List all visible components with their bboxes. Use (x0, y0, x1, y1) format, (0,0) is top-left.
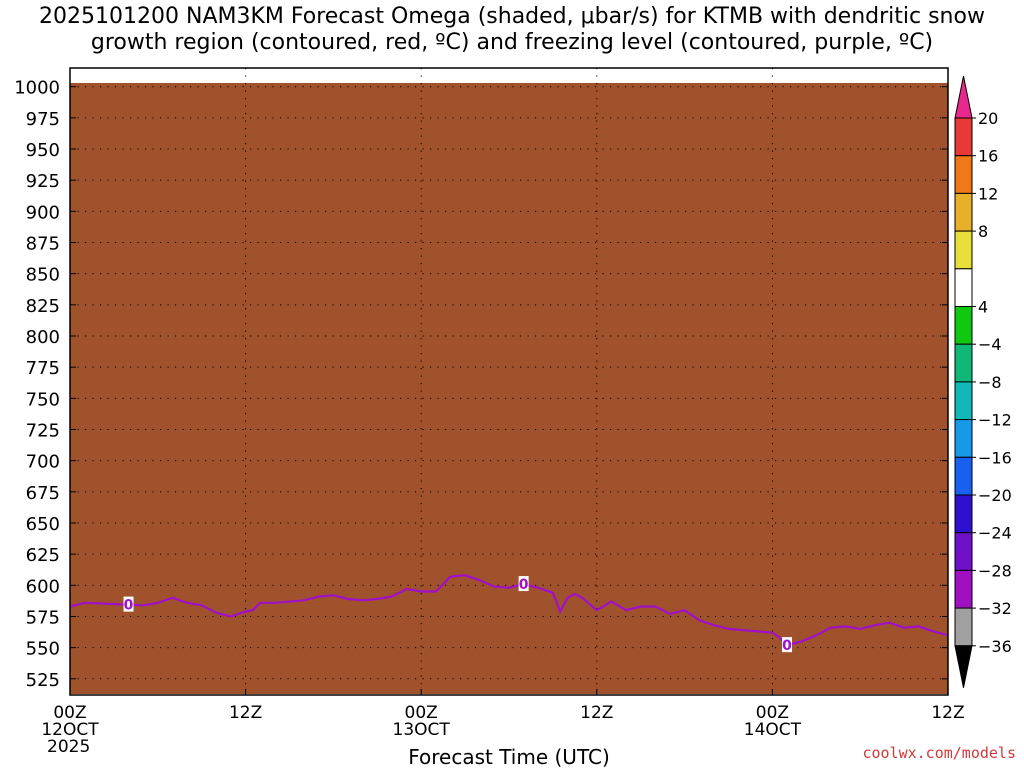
y-tick-label-850: 850 (26, 265, 60, 286)
x-tick-label-h24-1: 13OCT (393, 720, 451, 740)
terrain-layer (70, 82, 948, 694)
x-tick-label-h12-0: 12Z (229, 703, 262, 723)
colorbar-label-4: 4 (978, 298, 988, 317)
chart-title: 2025101200 NAM3KM Forecast Omega (shaded… (0, 4, 1024, 56)
x-tick-label-h36-0: 12Z (580, 703, 613, 723)
colorbar-segment-9 (954, 456, 973, 496)
y-tick-label-700: 700 (26, 452, 60, 473)
colorbar-segment-6 (954, 343, 973, 383)
freezing-level-label-0: 0 (124, 598, 134, 614)
x-axis-title: Forecast Time (UTC) (408, 745, 610, 768)
colorbar: 20 16 12 8 4 −4 −8 −12 −16 −20 −24 −28 −32 −36 (954, 75, 1012, 688)
y-tick-label-1000: 1000 (14, 78, 60, 99)
colorbar-label-12: −32 (978, 599, 1012, 618)
colorbar-label-0: 20 (978, 109, 998, 128)
colorbar-label-13: −36 (978, 637, 1012, 656)
colorbar-segment-3 (954, 230, 973, 270)
x-tick-label-h48-1: 14OCT (744, 720, 802, 740)
y-tick-label-575: 575 (26, 607, 60, 628)
colorbar-label-3: 8 (978, 222, 988, 241)
y-tick-label-650: 650 (26, 514, 60, 535)
chart-title-line-1: 2025101200 NAM3KM Forecast Omega (shaded… (39, 4, 985, 29)
freezing-level-label-2: 0 (782, 638, 792, 654)
x-tick-label-h0-0: 00Z (53, 703, 86, 723)
colorbar-label-2: 12 (978, 184, 998, 203)
colorbar-label-5: −4 (978, 335, 1002, 354)
colorbar-segment-11 (954, 532, 973, 571)
freezing-label-bg-1 (518, 576, 529, 592)
x-tick-label-h24-0: 00Z (405, 703, 438, 723)
x-tick-label-h0-1: 12OCT (41, 720, 99, 740)
colorbar-label-8: −16 (978, 448, 1012, 467)
colorbar-top-arrow (954, 75, 973, 119)
colorbar-label-9: −20 (978, 486, 1012, 505)
freezing-level-layer: 0 0 0 (70, 574, 948, 654)
colorbar-label-7: −12 (978, 411, 1012, 430)
y-tick-label-600: 600 (26, 576, 60, 597)
colorbar-segment-8 (954, 419, 973, 458)
y-tick-label-925: 925 (26, 171, 60, 192)
freezing-level-line (70, 574, 948, 647)
y-tick-label-950: 950 (26, 140, 60, 161)
y-tick-label-725: 725 (26, 420, 60, 441)
y-axis-labels: 525 550 575 600 625 650 675 700 725 750 775 800 825 8… (14, 78, 60, 691)
y-tick-label-750: 750 (26, 389, 60, 410)
y-tick-label-525: 525 (26, 670, 60, 691)
y-tick-label-550: 550 (26, 639, 60, 660)
y-tick-label-625: 625 (26, 545, 60, 566)
x-tick-label-h0-2: 2025 (47, 737, 90, 757)
colorbar-segment-12 (954, 569, 973, 609)
colorbar-label-11: −28 (978, 561, 1012, 580)
y-tick-label-900: 900 (26, 202, 60, 223)
y-tick-label-800: 800 (26, 327, 60, 348)
colorbar-segment-1 (954, 155, 973, 194)
x-tick-label-h60-0: 12Z (931, 703, 964, 723)
colorbar-label-10: −24 (978, 524, 1012, 543)
chart-title-line-2: growth region (contoured, red, ºC) and f… (90, 30, 934, 55)
x-tick-label-h48-0: 00Z (756, 703, 789, 723)
y-tick-label-825: 825 (26, 296, 60, 317)
colorbar-segment-4 (954, 268, 973, 307)
y-tick-label-775: 775 (26, 358, 60, 379)
colorbar-label-1: 16 (978, 147, 998, 166)
freezing-label-bg-2 (782, 637, 793, 653)
plot-frame-layer (69, 67, 949, 696)
colorbar-label-6: −8 (978, 373, 1002, 392)
colorbar-segment-7 (954, 381, 973, 421)
colorbar-segment-2 (954, 192, 973, 232)
y-tick-label-875: 875 (26, 234, 60, 255)
freezing-label-bg-0 (123, 596, 134, 612)
colorbar-segment-5 (954, 306, 973, 345)
colorbar-segment-0 (954, 117, 973, 157)
plot-frame (69, 67, 949, 696)
colorbar-bottom-arrow (954, 645, 973, 688)
terrain-band (70, 82, 948, 694)
source-watermark: coolwx.com/models (862, 744, 1016, 762)
colorbar-segment-10 (954, 494, 973, 534)
y-tick-label-675: 675 (26, 483, 60, 504)
freezing-level-label-1: 0 (519, 577, 529, 593)
colorbar-segment-13 (954, 607, 973, 647)
y-tick-label-975: 975 (26, 109, 60, 130)
